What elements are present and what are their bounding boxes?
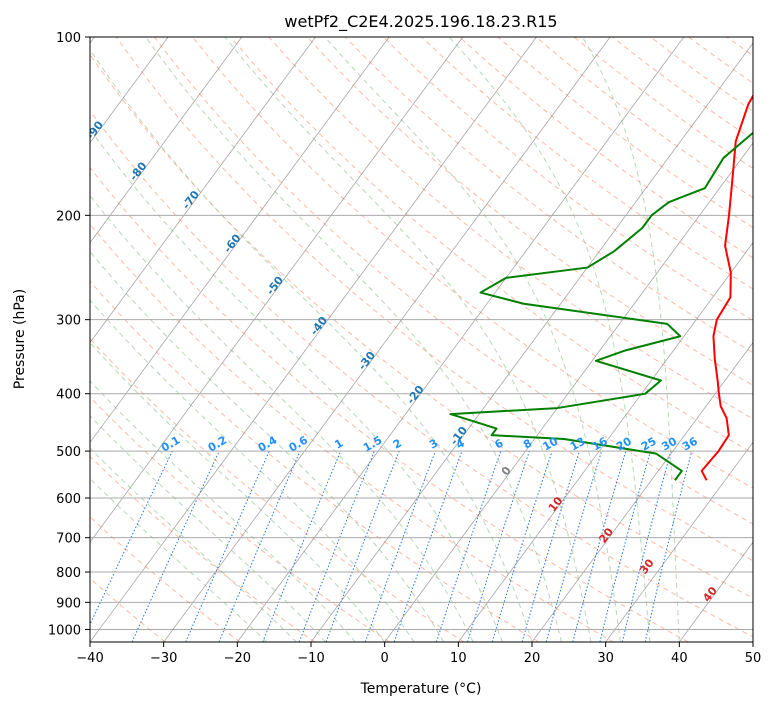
isotherm-line [90,37,464,543]
y-tick-label: 700 [56,532,81,547]
dry-adiabat-line [154,37,753,525]
y-tick-label: 600 [56,492,81,507]
moist-adiabat-line [90,48,533,642]
x-axis-label: Temperature (°C) [360,681,482,697]
dewpoint-profile [449,131,753,481]
axis-ticks: −40 −30 −20 −10 0 10 20 30 40 50 100 200 300 400 500 60… [48,31,761,666]
y-tick-label: 800 [56,566,81,581]
isotherm-line [310,42,753,642]
moist-adiabat-line [90,477,268,642]
y-tick-label: 400 [56,388,81,403]
mixing-ratio-line [90,450,173,626]
isotherm-line [237,37,685,642]
y-tick-label: 300 [56,314,81,329]
mixing-ratio-line [599,450,652,642]
mixing-ratio-line [325,450,400,642]
y-tick-label: 100 [56,31,81,46]
isotherm-line [90,37,390,444]
x-tick-label: −10 [297,651,324,666]
moist-adiabat-line [90,415,327,642]
y-axis-label: Pressure (hPa) [12,289,28,389]
x-tick-label: −20 [224,651,251,666]
mixing-ratio-line [467,450,530,642]
isotherm-line [90,37,169,144]
chart-title: wetPf2_C2E4.2025.196.18.23.R15 [284,12,557,32]
moist-adiabat-line [581,37,680,642]
grid-layer [90,37,753,642]
dry-adiabat-line [90,223,614,642]
mixing-ratio-line [644,450,693,642]
mixing-ratio-line [572,450,627,642]
temperature-profile [700,93,753,481]
isotherm-line [163,37,611,642]
mixing-ratio-line [545,450,603,642]
y-tick-label: 500 [56,445,81,460]
dry-adiabat-line [90,455,315,642]
mixing-ratio-line [435,450,502,642]
moist-adiabat-line [90,250,445,642]
y-tick-label: 200 [56,209,81,224]
dry-adiabat-line [115,37,753,562]
x-tick-label: 50 [745,651,762,666]
x-tick-label: 30 [597,651,614,666]
isotherm-line [90,37,537,642]
dry-adiabat-line [230,37,753,454]
isotherm-line [458,242,753,642]
moist-adiabat-line [324,37,621,642]
x-tick-label: 10 [450,651,467,666]
dry-adiabat-line [90,577,166,642]
series-layer [449,93,753,481]
x-tick-label: 0 [381,651,389,666]
moist-adiabat-line [448,37,651,642]
x-tick-label: −40 [76,651,103,666]
isotherm-line [531,341,753,642]
plot-frame [89,36,754,643]
y-tick-label: 1000 [48,623,81,638]
moist-adiabat-line [90,194,474,642]
mixing-ratio-line [298,450,375,642]
dry-adiabat-line [90,166,689,642]
dry-adiabat-line [306,37,753,387]
dry-adiabat-line [90,396,390,642]
moist-adiabat-line [90,447,297,642]
isotherm-line [605,441,753,642]
moist-adiabat-line [90,380,356,642]
mixing-ratio-line [218,450,301,642]
moist-adiabat-line [145,37,562,642]
isotherm-line [90,37,316,344]
mixing-ratio-line [185,450,270,642]
x-tick-label: 40 [671,651,688,666]
moist-adiabat-line [90,128,503,642]
x-tick-label: −30 [150,651,177,666]
mixing-ratio-line [364,450,436,642]
isotherm-line [90,37,243,244]
dry-adiabat-line [192,37,753,489]
dry-adiabat-line [90,53,753,599]
dry-adiabat-line [383,37,753,322]
y-tick-label: 900 [56,596,81,611]
mixing-ratio-line [262,450,342,642]
isotherm-line [384,142,753,642]
mixing-ratio-line [521,450,580,642]
x-tick-label: 20 [524,651,541,666]
dry-adiabat-line [90,338,465,642]
